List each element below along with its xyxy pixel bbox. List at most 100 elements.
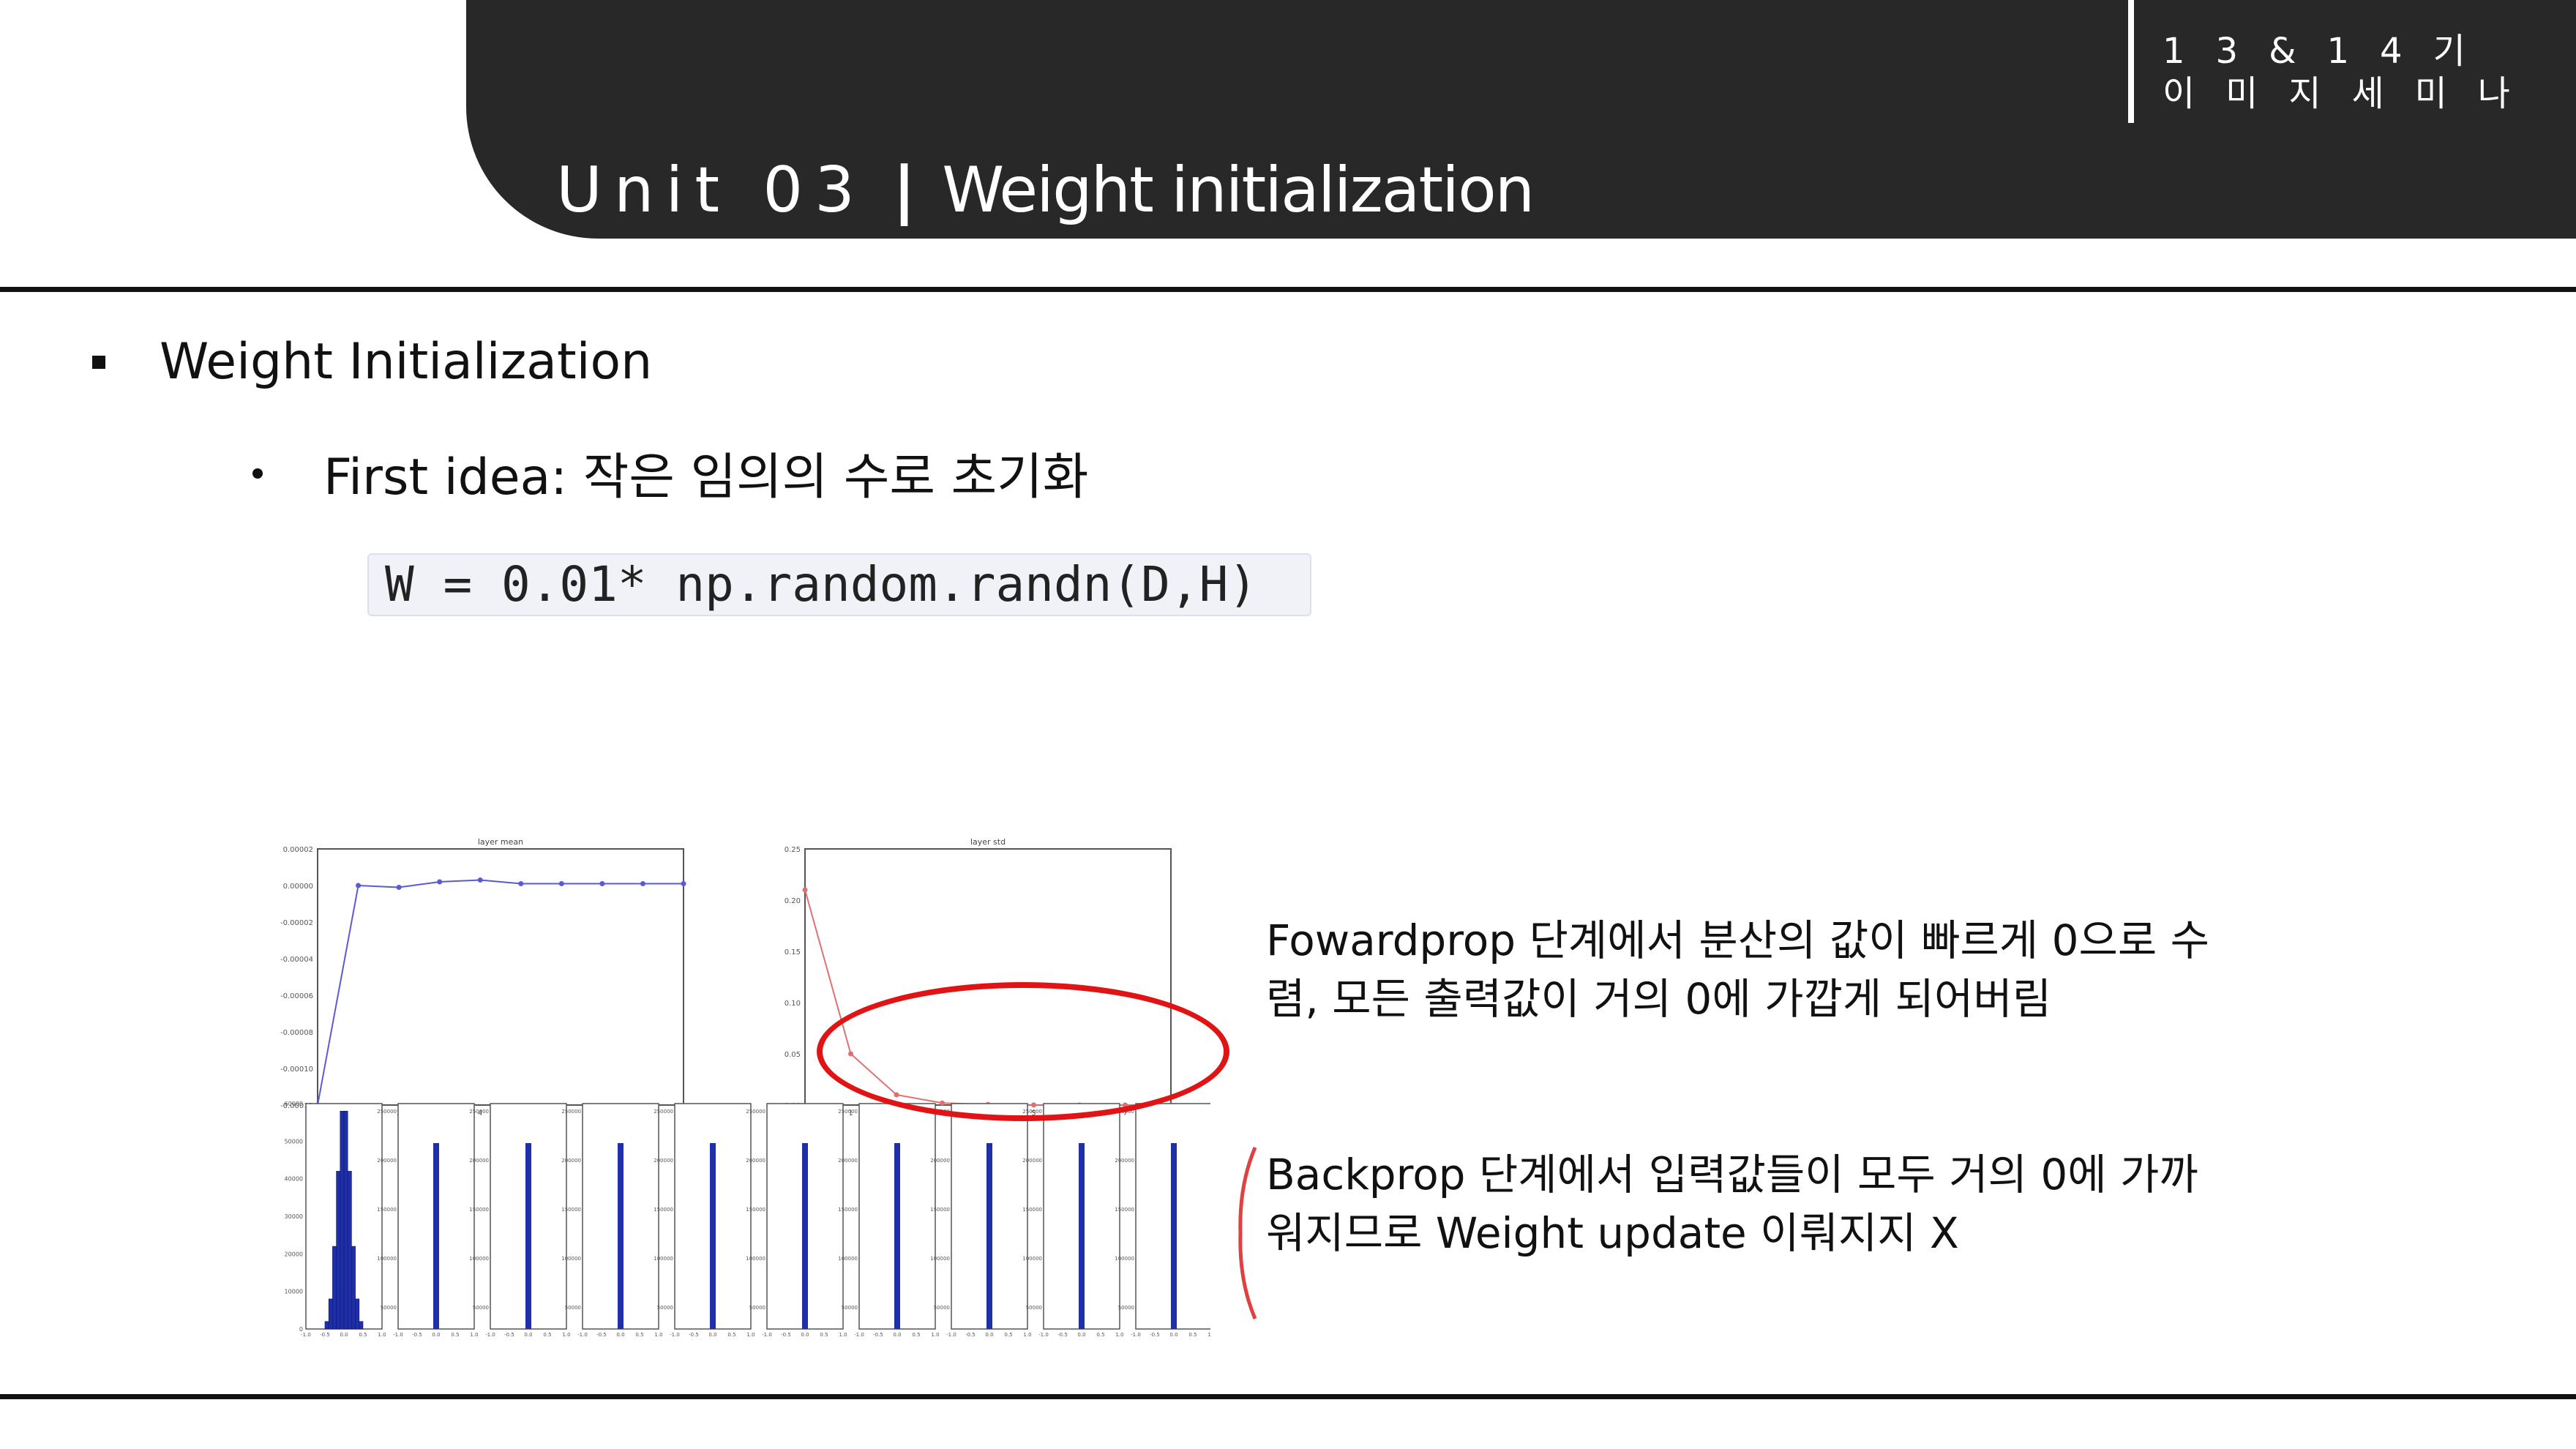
y-tick-label: 0.05 [785,1051,801,1059]
hist-y-tick-label: 100000 [469,1256,489,1262]
hist-x-tick-label: -0.5 [412,1332,422,1338]
hist-y-tick-label: 50000 [565,1305,581,1311]
hist-y-tick-label: 250000 [746,1109,765,1115]
hist-y-tick-label: 50000 [842,1305,858,1311]
hist-y-tick-label: 10000 [285,1289,303,1295]
hist-y-tick-label: 40000 [285,1176,303,1183]
hist-x-tick-label: -1.0 [854,1332,864,1338]
data-point [640,881,645,886]
histogram-spike [986,1143,992,1329]
y-tick-label: 0.00002 [283,846,313,854]
hist-y-tick-label: 250000 [377,1109,397,1115]
hist-x-tick-label: 0.5 [820,1332,828,1338]
hist-x-tick-label: -0.5 [596,1332,607,1338]
hist-x-tick-label: -0.5 [689,1332,699,1338]
hist-y-tick-label: 200000 [654,1158,673,1164]
hist-x-tick-label: -0.5 [873,1332,883,1338]
y-tick-label: -0.00008 [280,1029,313,1037]
hist-y-tick-label: 150000 [930,1207,950,1213]
hist-y-tick-label: 250000 [838,1109,858,1115]
hist-x-tick-label: 0.0 [524,1332,532,1338]
y-tick-label: -0.00010 [280,1066,313,1074]
hist-x-tick-label: 0.5 [1096,1332,1104,1338]
hist-x-tick-label: 0.0 [893,1332,901,1338]
y-tick-label: 0.00000 [283,883,313,891]
top-rule [0,287,2576,292]
hist-y-tick-label: 100000 [1115,1256,1134,1262]
chart-title-2: layer std [970,837,1006,847]
hist-y-tick-label: 150000 [654,1207,673,1213]
slide-title: Unit 03 | Weight initialization [556,146,1533,234]
hist-x-tick-label: -1.0 [946,1332,956,1338]
hist-x-tick-label: 1.0 [1023,1332,1031,1338]
hist-y-tick-label: 250000 [561,1109,581,1115]
highlight-bracket [1233,1142,1262,1325]
hist-y-tick-label: 200000 [746,1158,765,1164]
hist-y-tick-label: 250000 [469,1109,489,1115]
data-point [518,881,523,886]
round-bullet-icon [252,468,263,479]
hist-x-tick-label: -1.0 [1131,1332,1141,1338]
hist-x-tick-label: 1.0 [931,1332,939,1338]
histogram-bar [351,1246,355,1329]
hist-x-tick-label: 0.0 [432,1332,440,1338]
hist-y-tick-label: 200000 [1022,1158,1042,1164]
hist-y-tick-label: 100000 [838,1256,858,1262]
hist-x-tick-label: 0.0 [616,1332,624,1338]
data-point [599,881,604,886]
hist-y-tick-label: 50000 [381,1305,397,1311]
corner-line-1: 13&14기 [2163,29,2496,73]
hist-x-tick-label: 0.5 [1004,1332,1012,1338]
hist-x-tick-label: 0.0 [340,1332,348,1338]
histogram-bar [359,1322,363,1329]
hist-y-tick-label: 150000 [469,1207,489,1213]
hist-x-tick-label: 0.5 [1188,1332,1197,1338]
hist-y-tick-label: 150000 [1115,1207,1134,1213]
backprop-note: Backprop 단계에서 입력값들이 모두 거의 0에 가까워지므로 Weig… [1266,1145,2217,1262]
hist-y-tick-label: 200000 [838,1158,858,1164]
histogram-bar [356,1299,359,1329]
hist-x-tick-label: 1.0 [378,1332,386,1338]
histogram-bar [337,1171,340,1329]
hist-y-tick-label: 100000 [377,1256,397,1262]
histogram-bar [325,1322,329,1329]
hist-x-tick-label: 0.0 [1169,1332,1177,1338]
histogram-bar [332,1246,336,1329]
histogram-spike [1079,1143,1085,1329]
data-point [356,883,361,888]
data-point [681,881,686,886]
plot-frame-1 [318,849,684,1105]
hist-y-tick-label: 100000 [1022,1256,1042,1262]
data-point [397,885,402,890]
hist-x-tick-label: 0.5 [451,1332,459,1338]
histogram-spike [894,1143,900,1329]
hist-x-tick-label: -1.0 [485,1332,495,1338]
hist-y-tick-label: 100000 [654,1256,673,1262]
hist-x-tick-label: 1.0 [746,1332,755,1338]
histogram-spike [1171,1143,1177,1329]
hist-x-tick-label: 0.5 [912,1332,920,1338]
hist-x-tick-label: 0.0 [708,1332,716,1338]
hist-x-tick-label: -0.5 [1057,1332,1068,1338]
hist-y-tick-label: 50000 [1118,1305,1134,1311]
hist-y-tick-label: 50000 [657,1305,673,1311]
hist-y-tick-label: 200000 [930,1158,950,1164]
hist-x-tick-label: -1.0 [393,1332,403,1338]
hist-x-tick-label: 0.5 [359,1332,367,1338]
sub-heading: First idea: 작은 임의의 수로 초기화 [323,446,1088,509]
hist-y-tick-label: 200000 [377,1158,397,1164]
hist-y-tick-label: 60000 [285,1101,303,1107]
hist-x-tick-label: -1.0 [762,1332,772,1338]
hist-x-tick-label: 0.5 [727,1332,735,1338]
hist-y-tick-label: 150000 [1022,1207,1042,1213]
square-bullet-icon [92,356,105,369]
hist-y-tick-label: 200000 [1115,1158,1134,1164]
hist-x-tick-label: -1.0 [1038,1332,1049,1338]
hist-x-tick-label: 0.5 [543,1332,551,1338]
histogram-spike [710,1143,716,1329]
hist-y-tick-label: 50000 [934,1305,950,1311]
y-tick-label: 0.15 [785,948,801,956]
hist-x-tick-label: 1.0 [839,1332,847,1338]
unit-label: Unit 03 [556,154,866,227]
hist-x-tick-label: -0.5 [1150,1332,1160,1338]
